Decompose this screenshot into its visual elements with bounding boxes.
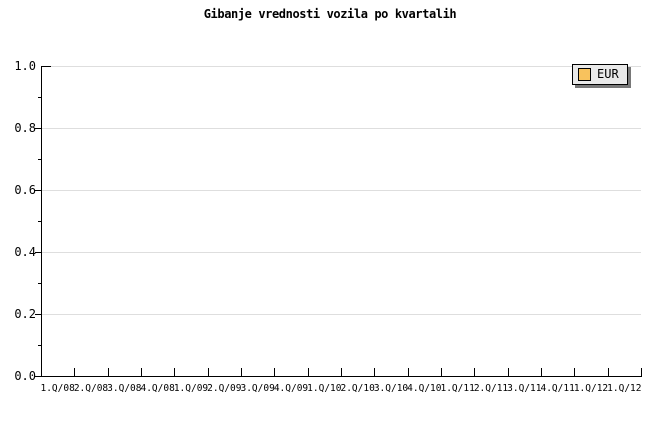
chart-title: Gibanje vrednosti vozila po kvartalih (203, 7, 457, 21)
x-tick-label: 4.Q/11 (540, 383, 575, 394)
y-tick-label: 0.0 (14, 369, 36, 383)
x-axis-tick (274, 368, 275, 376)
x-axis-tick (408, 368, 409, 376)
y-tick-label: 0.2 (14, 307, 36, 321)
legend-swatch-eur (578, 68, 591, 81)
x-axis-tick (508, 368, 509, 376)
x-tick-label: 1.Q/10 (307, 383, 342, 394)
legend-box: EUR (572, 64, 628, 85)
x-axis-tick (208, 368, 209, 376)
x-tick-label: 1.Q/12 (607, 383, 642, 394)
x-tick-label: 3.Q/09 (240, 383, 275, 394)
x-axis-tick (74, 368, 75, 376)
x-tick-label: 3.Q/08 (107, 383, 142, 394)
x-tick-label: 1.Q/09 (173, 383, 209, 394)
x-tick-label: 1.Q/12 (573, 383, 609, 394)
y-axis-minor-tick (38, 283, 41, 284)
y-tick-label: 1.0 (14, 59, 36, 73)
x-tick-label: 3.Q/10 (373, 383, 409, 394)
y-axis-major-tick (35, 252, 41, 253)
legend-label-eur: EUR (597, 67, 619, 81)
x-axis-tick (308, 368, 309, 376)
x-axis-tick (474, 368, 475, 376)
gridline (42, 190, 641, 191)
x-axis-tick (541, 368, 542, 376)
x-axis-tick (374, 368, 375, 376)
y-axis-line (41, 66, 42, 377)
y-tick-label: 0.6 (14, 183, 36, 197)
y-tick-label: 0.4 (14, 245, 36, 259)
x-tick-label: 2.Q/08 (73, 383, 109, 394)
y-axis-top-cap (42, 66, 51, 67)
x-tick-label: 2.Q/11 (473, 383, 509, 394)
x-tick-label: 3.Q/11 (507, 383, 542, 394)
x-axis-tick (108, 368, 109, 376)
x-axis-tick (441, 368, 442, 376)
x-tick-label: 4.Q/08 (140, 383, 175, 394)
x-tick-label: 2.Q/09 (207, 383, 242, 394)
x-axis-tick (341, 368, 342, 376)
x-axis-tick (641, 368, 642, 376)
y-axis-minor-tick (38, 159, 41, 160)
x-axis-line (41, 376, 642, 377)
x-axis-tick (141, 368, 142, 376)
y-axis-major-tick (35, 314, 41, 315)
x-tick-label: 4.Q/10 (407, 383, 442, 394)
gridline (42, 128, 641, 129)
gridline (42, 252, 641, 253)
x-axis-tick (241, 368, 242, 376)
gridline (42, 66, 641, 67)
y-axis-minor-tick (38, 221, 41, 222)
x-axis-tick (574, 368, 575, 376)
x-axis-tick (174, 368, 175, 376)
plot-area: 1.0 0.8 0.6 0.4 0.2 0.0 1.Q/08 2.Q/08 3.Q/08 4.Q/… (14, 59, 642, 394)
x-tick-label: 1.Q/08 (40, 383, 75, 394)
y-tick-label: 0.8 (14, 121, 36, 135)
y-axis-major-tick (35, 128, 41, 129)
x-tick-label: 2.Q/10 (340, 383, 375, 394)
x-axis-tick (608, 368, 609, 376)
y-axis-major-tick (35, 376, 41, 377)
x-axis-tick (41, 368, 42, 376)
gridline (42, 314, 641, 315)
y-axis-major-tick (35, 190, 41, 191)
x-tick-label: 1.Q/11 (440, 383, 475, 394)
x-tick-label: 4.Q/09 (273, 383, 309, 394)
y-axis-minor-tick (38, 97, 41, 98)
y-axis-minor-tick (38, 345, 41, 346)
